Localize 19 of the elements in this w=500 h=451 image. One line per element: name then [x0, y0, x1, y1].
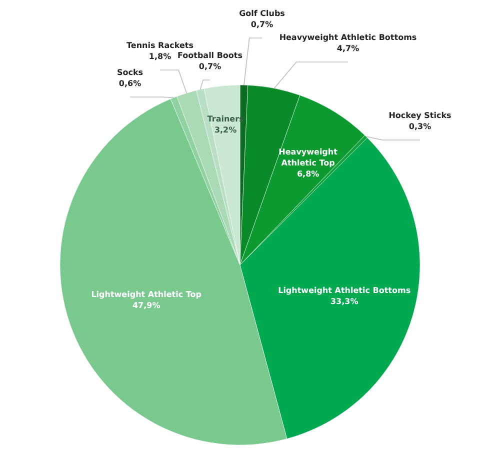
slice-label: Golf Clubs — [239, 9, 286, 18]
data-label: 0,6% — [118, 79, 142, 88]
data-label: 1,8% — [148, 52, 172, 61]
data-label: 4,7% — [336, 44, 360, 53]
data-label: 0,7% — [250, 20, 274, 29]
slice-label: Hockey Sticks — [388, 111, 452, 120]
data-label: 0,3% — [408, 122, 432, 131]
data-label: 0,7% — [198, 62, 222, 71]
slice-label: Lightweight Athletic Bottoms — [278, 286, 411, 295]
slice-label: Heavyweight Athletic Bottoms — [279, 33, 417, 42]
data-label: 47,9% — [132, 301, 160, 310]
data-label: 6,8% — [296, 170, 320, 179]
slice-label: Lightweight Athletic Top — [91, 290, 202, 300]
slice-label: Socks — [116, 68, 144, 77]
data-label: 33,3% — [330, 296, 358, 306]
slice-label: Football Boots — [177, 51, 243, 60]
slice-label: Tennis Rackets — [126, 41, 194, 50]
data-label: 3,2% — [214, 126, 237, 135]
slice-label: Heavyweight Athletic Top — [278, 148, 338, 168]
